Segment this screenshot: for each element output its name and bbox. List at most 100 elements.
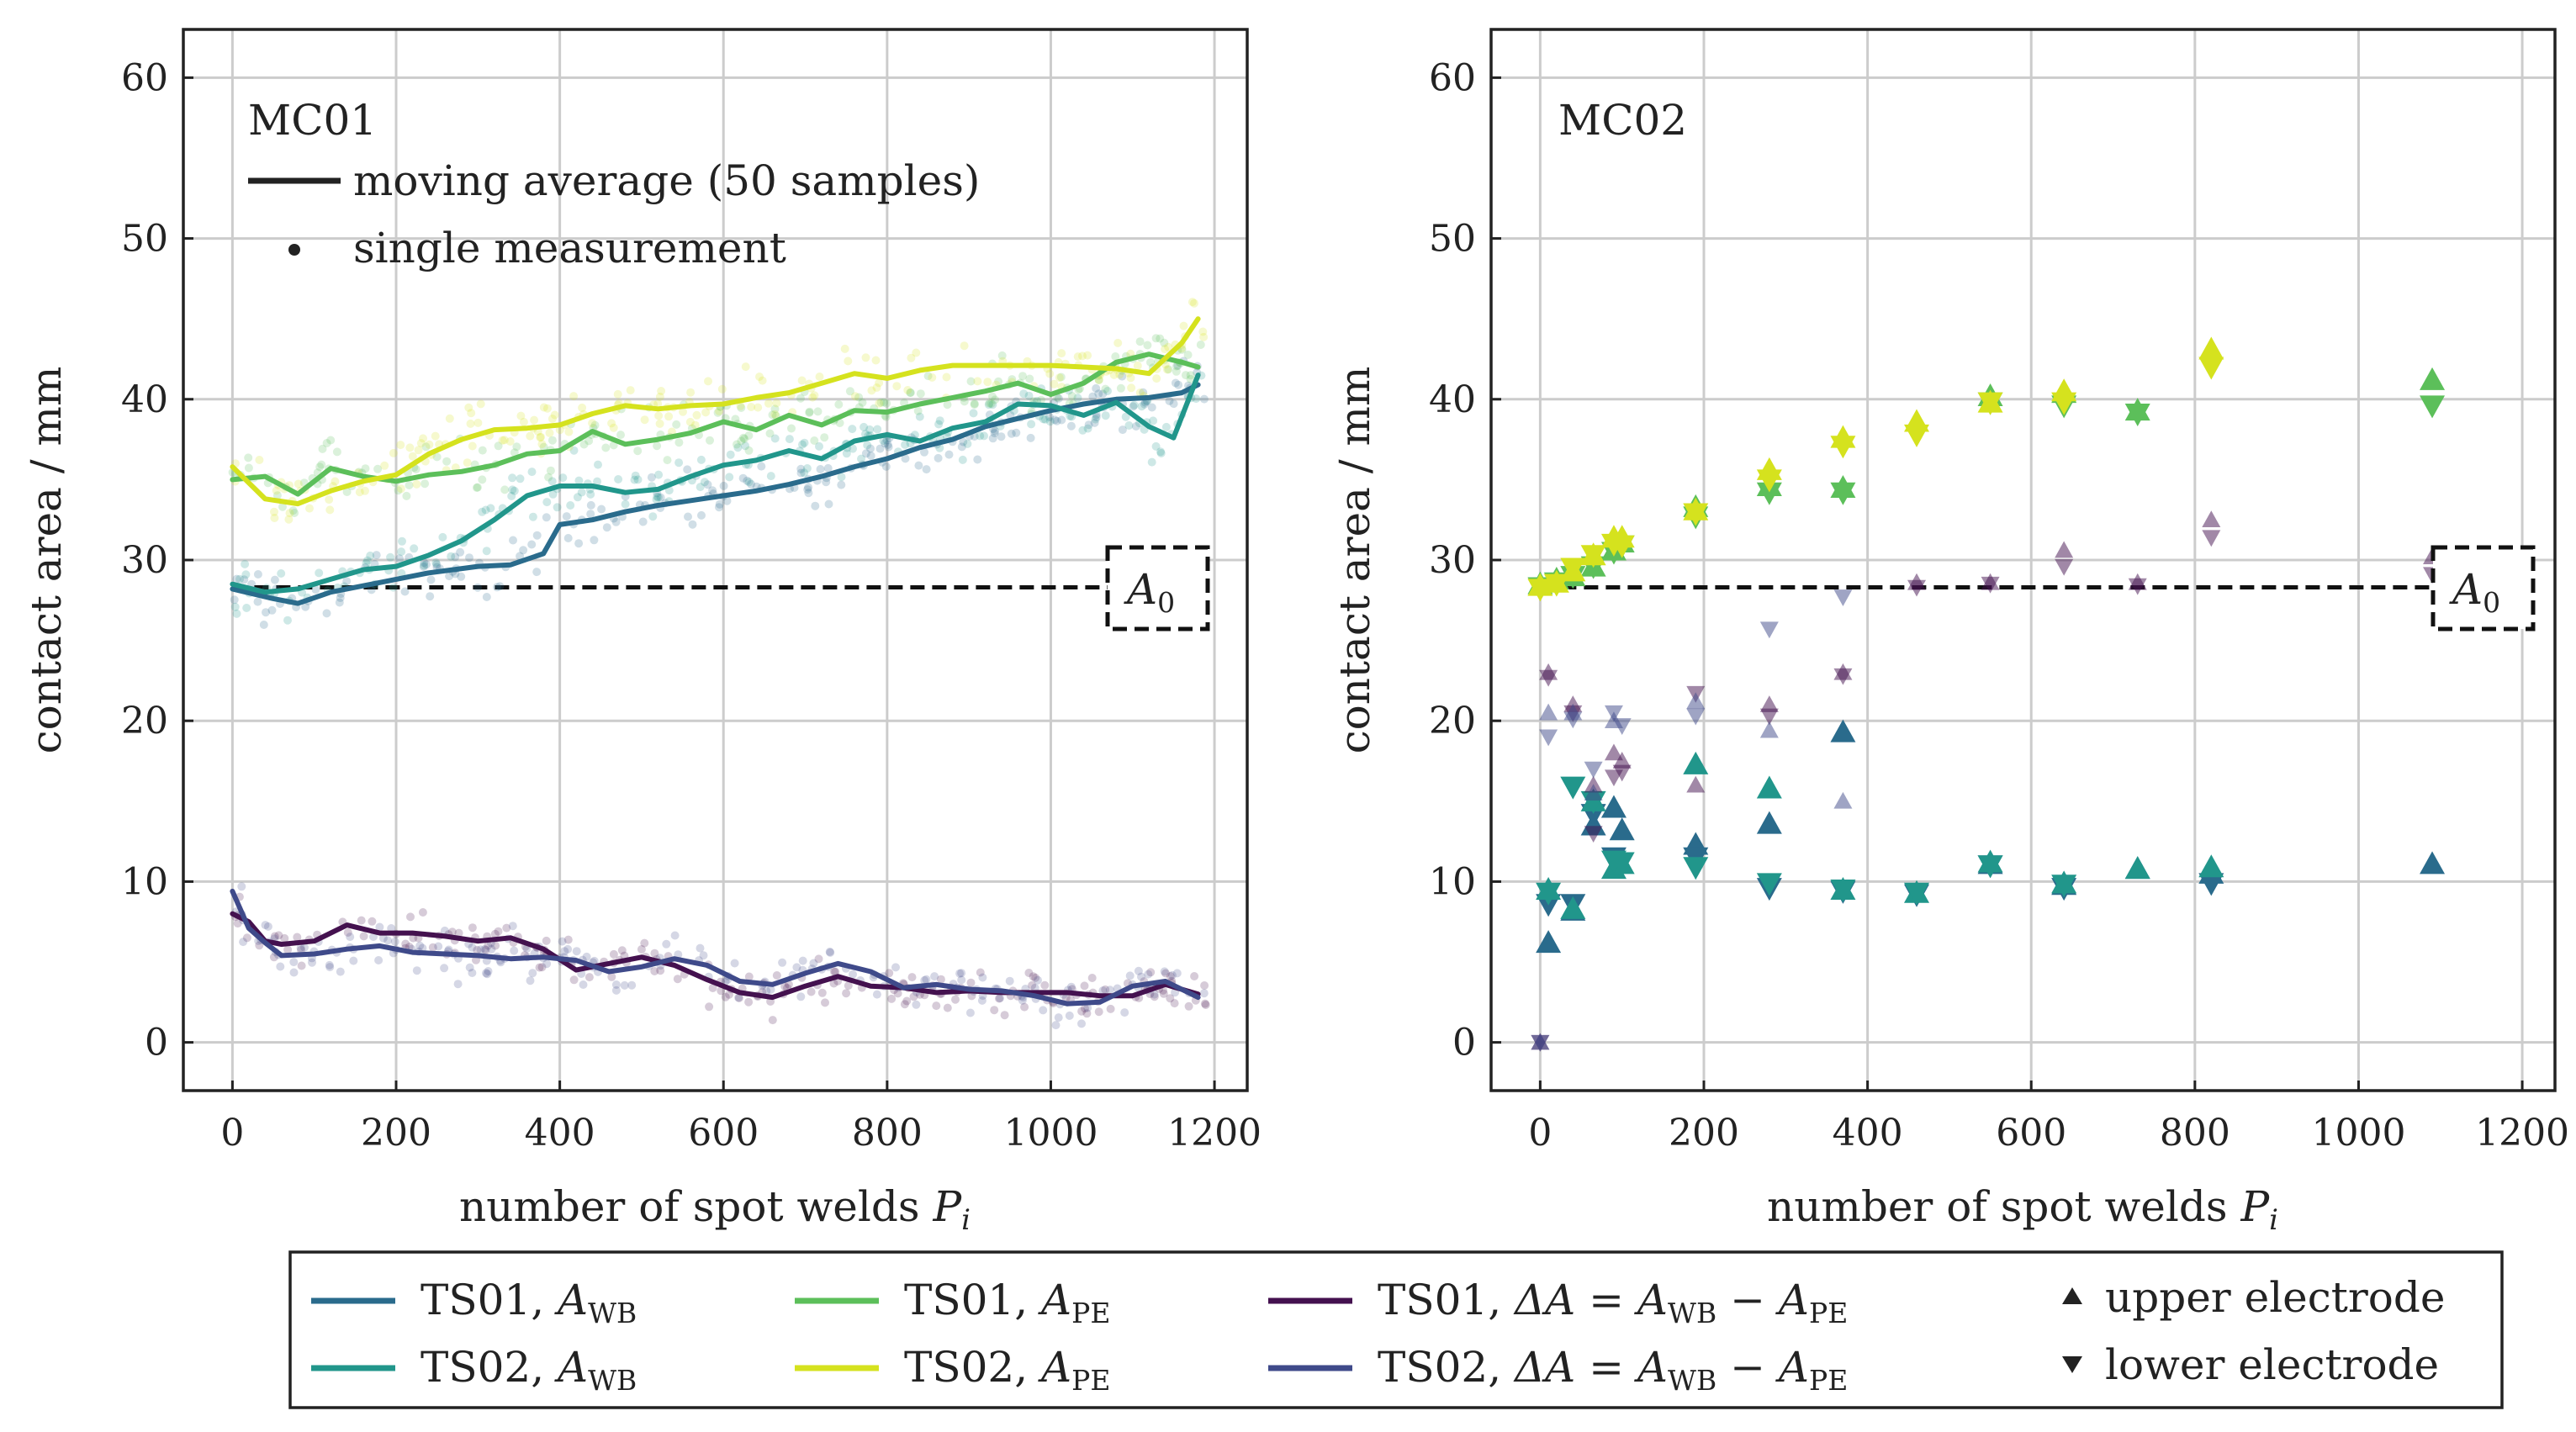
single-measurement-point bbox=[762, 986, 771, 996]
single-measurement-point bbox=[478, 475, 487, 484]
single-measurement-point bbox=[922, 465, 931, 474]
single-measurement-point bbox=[725, 473, 734, 482]
single-measurement-point bbox=[1199, 332, 1209, 341]
single-measurement-point bbox=[1170, 999, 1179, 1008]
single-measurement-point bbox=[984, 400, 993, 410]
single-measurement-point bbox=[901, 440, 910, 449]
single-measurement-point bbox=[988, 392, 997, 401]
single-measurement-point bbox=[882, 436, 891, 445]
single-measurement-point bbox=[262, 608, 270, 617]
single-measurement-point bbox=[478, 446, 487, 455]
single-measurement-point bbox=[1031, 973, 1040, 982]
single-measurement-point bbox=[230, 602, 240, 611]
single-measurement-point bbox=[380, 461, 389, 470]
lower-electrode-marker bbox=[1609, 852, 1635, 875]
single-measurement-point bbox=[419, 563, 428, 571]
reference-label-sub: 0 bbox=[1157, 586, 1175, 619]
single-measurement-point bbox=[796, 394, 805, 403]
inner-legend: moving average (50 samples) single measu… bbox=[248, 156, 980, 272]
single-measurement-point bbox=[405, 481, 414, 489]
x-tick-label: 600 bbox=[688, 1112, 759, 1155]
single-measurement-point bbox=[872, 383, 881, 392]
single-measurement-point bbox=[770, 434, 780, 443]
x-axis-label: number of spot welds Pi bbox=[459, 1182, 971, 1237]
single-measurement-point bbox=[876, 398, 886, 407]
single-measurement-point bbox=[300, 943, 309, 952]
single-measurement-point bbox=[1037, 395, 1045, 404]
single-measurement-point bbox=[1140, 399, 1149, 409]
single-measurement-point bbox=[289, 958, 299, 967]
single-measurement-point bbox=[1118, 425, 1127, 435]
single-measurement-point bbox=[955, 969, 965, 978]
single-measurement-point bbox=[1078, 351, 1087, 361]
single-measurement-point bbox=[369, 933, 378, 941]
single-measurement-point bbox=[957, 969, 966, 978]
single-measurement-point bbox=[892, 382, 902, 391]
single-measurement-point bbox=[837, 480, 846, 489]
single-measurement-point bbox=[861, 353, 870, 362]
single-measurement-point bbox=[1092, 413, 1101, 422]
single-measurement-point bbox=[1105, 985, 1114, 995]
single-measurement-point bbox=[903, 386, 912, 394]
single-measurement-point bbox=[1199, 394, 1209, 404]
lower-electrode-marker bbox=[2124, 403, 2150, 426]
single-measurement-point bbox=[468, 943, 477, 952]
single-measurement-point bbox=[755, 373, 764, 381]
legend-lower-electrode: lower electrode bbox=[2062, 1340, 2439, 1389]
single-measurement-point bbox=[1056, 373, 1066, 382]
single-measurement-point bbox=[548, 489, 558, 499]
single-measurement-point bbox=[849, 970, 857, 979]
single-measurement-point bbox=[432, 452, 442, 462]
single-measurement-point bbox=[875, 399, 884, 408]
single-measurement-point bbox=[315, 462, 325, 472]
single-measurement-point bbox=[920, 975, 929, 985]
single-measurement-point bbox=[237, 882, 246, 891]
single-measurement-point bbox=[440, 926, 449, 935]
single-measurement-point bbox=[1098, 389, 1108, 399]
single-measurement-point bbox=[664, 412, 674, 421]
single-measurement-point bbox=[545, 428, 554, 437]
single-measurement-point bbox=[293, 933, 302, 942]
single-measurement-point bbox=[343, 928, 352, 937]
single-measurement-point bbox=[577, 488, 586, 497]
single-measurement-point bbox=[650, 949, 659, 958]
single-measurement-point bbox=[408, 452, 417, 461]
single-measurement-point bbox=[457, 572, 466, 581]
single-measurement-point bbox=[620, 980, 629, 990]
single-measurement-point bbox=[465, 553, 473, 563]
inner-legend-line-label: moving average (50 samples) bbox=[353, 156, 980, 205]
single-measurement-point bbox=[943, 400, 952, 410]
single-measurement-point bbox=[655, 419, 664, 428]
single-measurement-point bbox=[928, 373, 937, 382]
single-measurement-point bbox=[734, 993, 743, 1002]
single-measurement-point bbox=[978, 973, 987, 982]
single-measurement-point bbox=[1165, 396, 1174, 405]
single-measurement-point bbox=[1061, 993, 1071, 1002]
single-measurement-point bbox=[318, 444, 327, 453]
y-axis-label: contact area / mm bbox=[1330, 367, 1379, 754]
single-measurement-point bbox=[512, 442, 521, 452]
upper-electrode-marker bbox=[1759, 721, 1779, 738]
single-measurement-point bbox=[796, 468, 806, 478]
single-measurement-point bbox=[902, 996, 912, 1006]
single-measurement-point bbox=[1005, 976, 1014, 985]
single-measurement-point bbox=[980, 431, 988, 441]
single-measurement-point bbox=[803, 485, 812, 494]
single-measurement-point bbox=[594, 460, 602, 469]
single-measurement-point bbox=[1024, 391, 1034, 400]
single-measurement-point bbox=[372, 551, 381, 560]
single-measurement-point bbox=[1152, 374, 1161, 383]
single-measurement-point bbox=[630, 475, 639, 484]
single-measurement-point bbox=[272, 491, 282, 500]
single-measurement-point bbox=[787, 424, 796, 433]
single-measurement-point bbox=[935, 443, 944, 452]
single-measurement-point bbox=[976, 431, 985, 441]
single-measurement-point bbox=[357, 916, 366, 925]
single-measurement-point bbox=[394, 486, 403, 495]
single-measurement-point bbox=[355, 488, 364, 497]
single-measurement-point bbox=[1073, 352, 1082, 362]
single-measurement-point bbox=[1147, 457, 1156, 467]
single-measurement-point bbox=[708, 984, 717, 992]
single-measurement-point bbox=[1181, 371, 1190, 380]
single-measurement-point bbox=[990, 1006, 999, 1015]
